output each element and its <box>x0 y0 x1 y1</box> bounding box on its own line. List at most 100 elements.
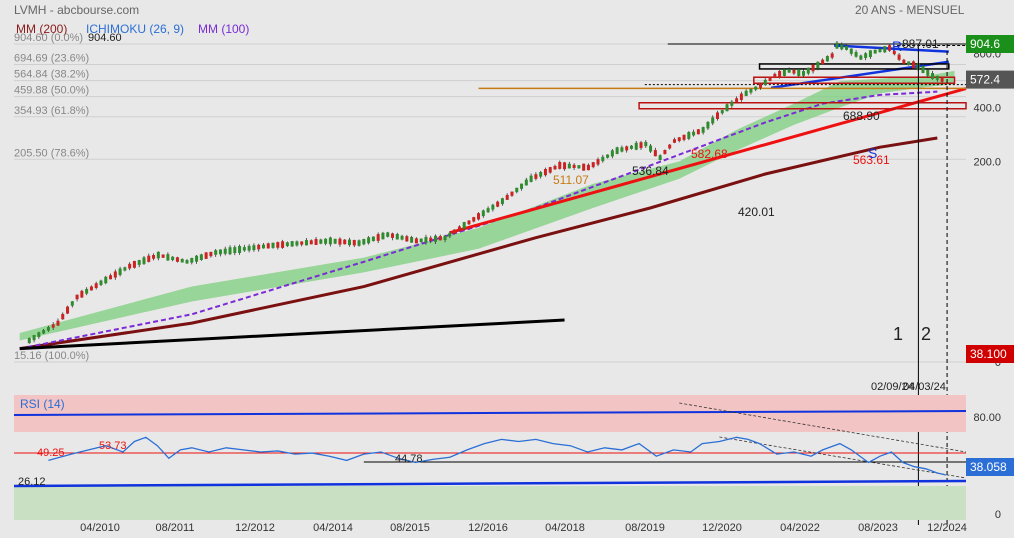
candle-body <box>811 64 815 72</box>
candle-body <box>658 155 662 161</box>
candle-body <box>80 290 84 298</box>
candle-body <box>147 255 151 262</box>
candle-body <box>577 165 581 169</box>
candle-body <box>529 175 533 182</box>
label-r: R <box>892 38 902 54</box>
candle-body <box>615 147 619 154</box>
candle-body <box>266 243 270 249</box>
ichimoku-cloud <box>19 70 955 341</box>
candle-body <box>500 198 504 205</box>
legend-ichimoku: ICHIMOKU (26, 9) <box>86 22 185 36</box>
rsi-upper-line <box>13 410 967 416</box>
candle-body <box>195 255 199 262</box>
candle-body <box>304 240 308 246</box>
candle-body <box>481 210 485 217</box>
rsi-trend-down-2 <box>719 436 967 479</box>
tag-other-bg <box>966 345 1014 363</box>
candle-body <box>911 61 915 69</box>
tag-rsi-bg <box>966 458 1014 476</box>
legend-mm100: MM (100) <box>198 22 250 36</box>
rsi-label-26-12: 26.12 <box>18 476 46 488</box>
candle-body <box>247 245 251 251</box>
candle-body <box>763 79 767 85</box>
candle-body <box>835 42 839 49</box>
candles-group <box>27 41 944 344</box>
candle-body <box>931 73 935 79</box>
candle-body <box>515 187 519 193</box>
candle-body <box>319 239 323 244</box>
candle-body <box>883 46 887 53</box>
candle-body <box>171 256 175 261</box>
x-tick-label: 12/2024 <box>927 522 967 534</box>
candle-body <box>620 147 624 152</box>
candle-body <box>601 156 605 162</box>
label-420-01: 420.01 <box>738 205 775 219</box>
candle-body <box>735 98 739 103</box>
candle-body <box>935 75 939 80</box>
candle-body <box>634 142 638 150</box>
candle-body <box>238 245 242 253</box>
chart-period: 20 ANS - MENSUEL <box>855 3 965 17</box>
candle-body <box>586 164 590 171</box>
candle-body <box>921 66 925 73</box>
x-tick-label: 08/2023 <box>858 522 898 534</box>
candle-body <box>328 237 332 245</box>
candle-body <box>252 245 256 251</box>
candle-body <box>37 332 41 338</box>
rsi-line <box>48 436 947 476</box>
candle-body <box>524 179 528 186</box>
candle-body <box>276 242 280 248</box>
level-box-582 <box>753 76 956 84</box>
candle-body <box>443 235 447 240</box>
candle-body <box>873 49 877 54</box>
x-tick-label: 08/2015 <box>390 522 430 534</box>
candle-body <box>486 208 490 213</box>
candle-body <box>381 232 385 240</box>
candle-body <box>797 69 801 76</box>
candle-body <box>706 121 710 129</box>
candle-body <box>572 164 576 168</box>
candle-body <box>730 101 734 106</box>
candle-body <box>606 154 610 158</box>
candle-body <box>343 239 347 245</box>
rsi-label-53-73: 53.73 <box>99 440 127 452</box>
label-688-90: 688.90 <box>843 109 880 123</box>
candle-body <box>462 222 466 229</box>
candle-body <box>228 247 232 255</box>
candle-body <box>166 254 170 261</box>
candle-body <box>94 283 98 288</box>
candle-body <box>85 288 89 294</box>
tag-high-bg <box>966 35 1014 53</box>
label-887-01: 887.01 <box>902 37 939 51</box>
candle-body <box>204 252 208 259</box>
candle-body <box>152 255 156 259</box>
label-904-60: 904.60 <box>88 32 122 44</box>
candle-body <box>687 132 691 139</box>
candle-body <box>467 220 471 225</box>
candle-body <box>27 337 31 344</box>
candle-body <box>868 50 872 58</box>
candle-body <box>629 145 633 149</box>
candle-body <box>696 129 700 135</box>
candle-body <box>792 69 796 74</box>
candle-body <box>352 240 356 246</box>
candle-body <box>128 263 132 269</box>
candle-body <box>539 171 543 177</box>
candle-body <box>902 59 906 64</box>
candle-body <box>290 241 294 247</box>
x-tick-label: 04/2022 <box>780 522 820 534</box>
candle-body <box>271 242 275 248</box>
rsi-lower-line <box>13 479 967 488</box>
candle-body <box>161 254 165 258</box>
candle-body <box>625 146 629 151</box>
candle-body <box>558 161 562 169</box>
chart-title: LVMH - abcbourse.com <box>14 3 140 17</box>
candle-body <box>854 52 858 57</box>
candle-body <box>75 294 79 300</box>
candle-body <box>61 313 65 320</box>
candle-body <box>132 260 136 268</box>
candle-body <box>677 137 681 142</box>
candle-body <box>897 54 901 60</box>
candle-body <box>99 280 103 285</box>
x-tick-label: 08/2011 <box>156 522 195 534</box>
